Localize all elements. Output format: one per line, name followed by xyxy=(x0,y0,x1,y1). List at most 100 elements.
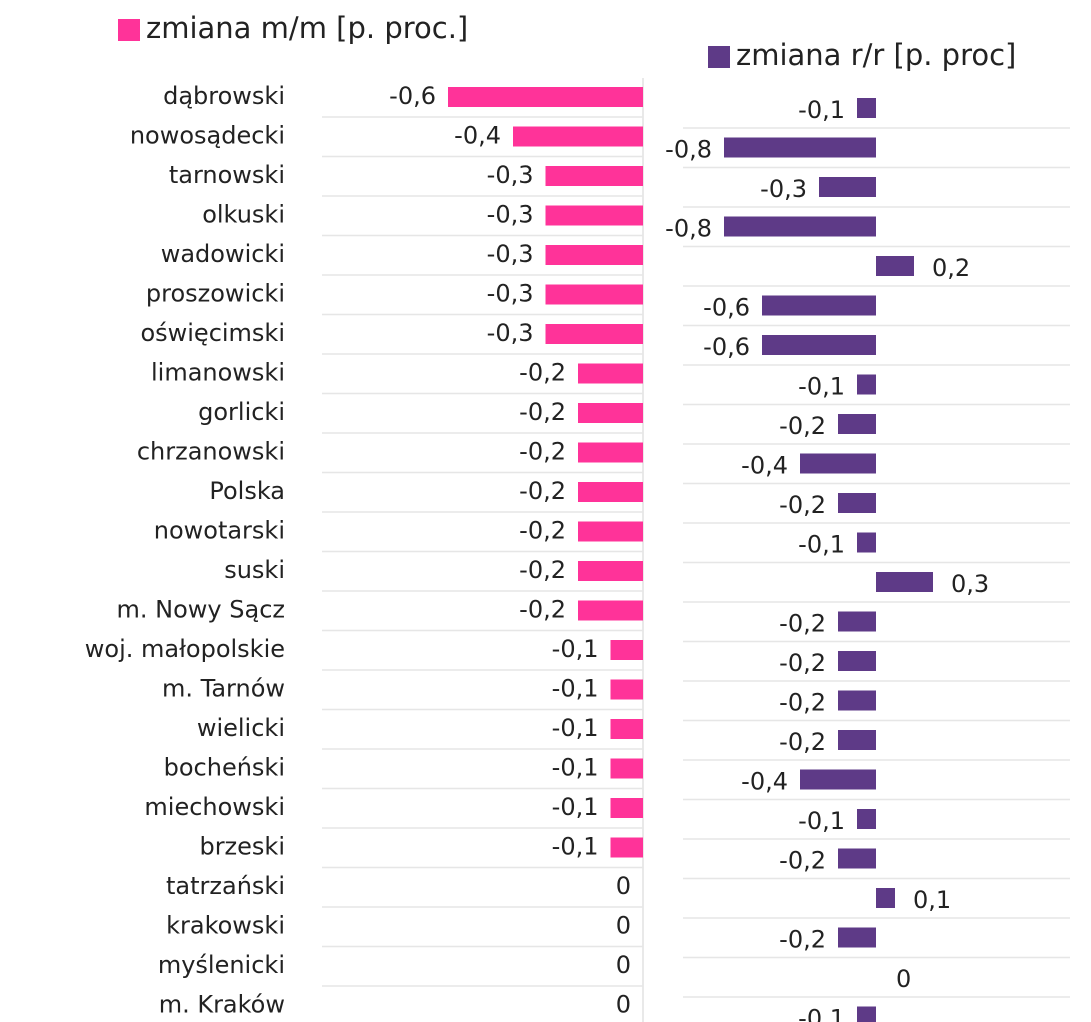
bar xyxy=(724,216,876,237)
legend-swatch xyxy=(708,46,730,68)
category-label: Polska xyxy=(209,477,285,505)
category-label: miechowski xyxy=(144,793,285,821)
bar xyxy=(838,848,876,869)
data-label: -0,6 xyxy=(703,333,750,361)
data-label: -0,8 xyxy=(665,215,712,243)
bar xyxy=(610,679,643,700)
data-label: -0,1 xyxy=(798,807,845,835)
bar xyxy=(545,166,643,186)
data-label: -0,2 xyxy=(519,556,566,584)
data-label: 0,2 xyxy=(932,254,970,282)
bar xyxy=(857,1006,876,1022)
bar xyxy=(610,798,643,818)
category-label: myślenicki xyxy=(158,951,285,979)
bar xyxy=(578,521,643,542)
data-label: -0,1 xyxy=(798,531,845,559)
data-label: -0,6 xyxy=(389,82,436,110)
bar xyxy=(545,245,643,265)
bar xyxy=(800,453,876,474)
bar xyxy=(762,295,876,316)
category-label: nowosądecki xyxy=(130,122,285,150)
bar xyxy=(545,205,643,226)
data-label: -0,1 xyxy=(552,635,599,663)
category-label: oświęcimski xyxy=(140,319,285,347)
data-label: -0,1 xyxy=(552,675,599,703)
data-label: -0,4 xyxy=(741,768,788,796)
bar xyxy=(800,769,876,790)
bar xyxy=(724,137,876,158)
bar xyxy=(838,730,876,750)
bar xyxy=(838,414,876,434)
bar xyxy=(448,87,643,107)
data-label: -0,1 xyxy=(552,833,599,861)
data-label: -0,4 xyxy=(454,122,501,150)
data-label: -0,2 xyxy=(519,359,566,387)
bar xyxy=(838,927,876,948)
data-label: -0,2 xyxy=(779,689,826,717)
bar xyxy=(513,126,643,147)
data-label: -0,2 xyxy=(519,596,566,624)
category-label: brzeski xyxy=(199,833,285,861)
legend-swatch xyxy=(118,19,140,41)
bar xyxy=(545,284,643,305)
data-label: -0,2 xyxy=(519,398,566,426)
bar xyxy=(578,403,643,423)
bar xyxy=(610,758,643,779)
bar xyxy=(578,482,643,502)
data-label: -0,2 xyxy=(779,491,826,519)
category-label: nowotarski xyxy=(154,517,285,545)
data-label: -0,2 xyxy=(779,926,826,954)
data-label: -0,3 xyxy=(760,175,807,203)
bar xyxy=(610,719,643,739)
bar xyxy=(610,837,643,858)
category-label: tarnowski xyxy=(169,161,285,189)
bar xyxy=(578,363,643,384)
category-label: m. Kraków xyxy=(159,991,285,1019)
bar xyxy=(857,532,876,553)
data-label: -0,2 xyxy=(519,517,566,545)
data-label: -0,2 xyxy=(519,438,566,466)
data-label: 0 xyxy=(616,912,631,940)
category-label: limanowski xyxy=(151,359,285,387)
category-label: proszowicki xyxy=(146,280,285,308)
data-label: -0,3 xyxy=(487,280,534,308)
data-label: -0,1 xyxy=(552,793,599,821)
data-label: -0,2 xyxy=(519,477,566,505)
category-label: bocheński xyxy=(164,754,285,782)
data-label: 0,3 xyxy=(951,570,989,598)
data-label: 0 xyxy=(896,965,911,993)
bar xyxy=(838,651,876,671)
data-label: -0,2 xyxy=(779,610,826,638)
data-label: -0,2 xyxy=(779,847,826,875)
bar xyxy=(545,324,643,344)
data-label: -0,6 xyxy=(703,294,750,322)
data-label: -0,4 xyxy=(741,452,788,480)
data-label: -0,1 xyxy=(798,1005,845,1022)
data-label: -0,1 xyxy=(798,96,845,124)
bar xyxy=(876,572,933,592)
bar xyxy=(857,98,876,118)
bar xyxy=(876,888,895,908)
category-label: woj. małopolskie xyxy=(85,635,285,663)
bar xyxy=(838,493,876,513)
bar xyxy=(838,611,876,632)
bar xyxy=(876,256,914,276)
category-label: krakowski xyxy=(166,912,285,940)
data-label: -0,3 xyxy=(487,201,534,229)
category-label: wielicki xyxy=(197,714,285,742)
data-label: -0,3 xyxy=(487,161,534,189)
category-label: dąbrowski xyxy=(163,82,285,110)
bar xyxy=(578,442,643,463)
category-label: tatrzański xyxy=(166,872,285,900)
category-label: chrzanowski xyxy=(137,438,285,466)
bar xyxy=(610,640,643,660)
category-label: gorlicki xyxy=(198,398,285,426)
category-label: m. Nowy Sącz xyxy=(117,596,285,624)
category-label: wadowicki xyxy=(161,240,285,268)
bar xyxy=(578,561,643,581)
legend-label: zmiana m/m [p. proc.] xyxy=(146,11,468,45)
data-label: -0,1 xyxy=(552,754,599,782)
bar xyxy=(857,809,876,829)
bar xyxy=(762,335,876,355)
